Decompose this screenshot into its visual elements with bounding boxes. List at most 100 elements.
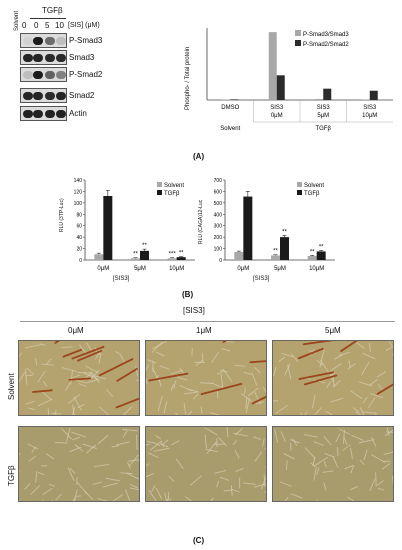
fibroblast — [187, 410, 193, 415]
significance-label: ** — [142, 243, 147, 249]
fibroblast — [330, 397, 344, 403]
category-label: 5μM — [317, 113, 329, 119]
fibroblast — [72, 436, 81, 441]
fibroblast — [333, 379, 341, 387]
fibroblast — [126, 472, 139, 480]
y-tick-label: 100 — [74, 201, 83, 207]
fibroblast — [245, 397, 248, 409]
fibroblast — [377, 487, 384, 491]
fibroblast — [391, 354, 393, 356]
fibroblast — [122, 428, 138, 432]
micrograph-tgf-1 — [145, 426, 267, 502]
fibroblast — [226, 427, 229, 437]
fibroblast — [41, 363, 54, 366]
fibroblast — [24, 368, 28, 385]
fibroblast — [220, 373, 224, 389]
blot-smad2 — [20, 88, 67, 103]
row-label-solvent: Solvent — [7, 373, 16, 400]
fibroblast — [135, 434, 138, 450]
category-label: SIS3 — [317, 105, 331, 111]
fibroblast — [30, 485, 41, 495]
fibroblast — [105, 477, 121, 482]
tgf-beta-header: TGFβ — [42, 6, 63, 15]
col-header-2: 5μM — [325, 326, 341, 335]
fibroblast — [230, 488, 240, 493]
fibroblast — [167, 491, 170, 501]
fibroblast — [386, 431, 393, 433]
fibroblast — [94, 463, 109, 467]
fibroblast — [214, 443, 226, 445]
fibroblast — [128, 459, 139, 462]
fibroblast — [347, 363, 356, 370]
fibroblast — [233, 432, 248, 437]
panel-c-label: (C) — [193, 536, 205, 545]
y-tick-label: 200 — [214, 235, 223, 241]
fibroblast — [97, 434, 109, 445]
significance-label: ** — [273, 249, 278, 255]
significance-label: ** — [310, 249, 315, 255]
band — [33, 110, 43, 118]
fibroblast — [71, 431, 87, 438]
band — [56, 92, 66, 100]
y-tick-label: 0 — [79, 258, 82, 264]
fibroblast — [166, 497, 170, 501]
micrograph-image — [273, 341, 393, 415]
fibroblast — [284, 496, 289, 501]
fibroblast — [377, 384, 384, 391]
fibroblast — [232, 439, 238, 446]
fibroblast — [155, 351, 165, 357]
fibroblast — [312, 394, 316, 409]
fibroblast — [280, 431, 286, 442]
fibroblast — [253, 483, 266, 488]
fibroblast — [97, 497, 109, 501]
fibroblast — [254, 451, 263, 462]
concentration-header: [SIS] (μM) — [68, 22, 100, 29]
bar — [280, 237, 289, 260]
lane-value-4: 10 — [55, 21, 64, 30]
fibroblast — [129, 483, 138, 489]
fibroblast — [170, 369, 183, 375]
band — [56, 110, 66, 118]
fibroblast — [173, 380, 177, 389]
fibroblast — [200, 382, 214, 384]
fibroblast — [343, 436, 348, 446]
fibroblast — [37, 398, 53, 407]
bar — [103, 196, 113, 260]
fibroblast — [210, 497, 214, 501]
fibroblast — [74, 489, 78, 501]
fibroblast — [332, 456, 339, 468]
fibroblast — [322, 470, 334, 473]
solvent-lane-label: Solvent — [14, 10, 20, 31]
marker-label: Smad2 — [69, 91, 95, 100]
fibroblast — [158, 378, 162, 387]
band — [23, 110, 33, 118]
fibroblast — [262, 438, 265, 447]
blot-p-smad3 — [20, 33, 67, 48]
fibroblast — [350, 390, 363, 400]
fibroblast — [41, 390, 52, 401]
legend-label: P-Smad2/Smad2 — [303, 42, 349, 48]
micrograph-image — [273, 427, 393, 501]
fibroblast — [391, 475, 393, 486]
fibroblast — [171, 440, 180, 446]
blot-smad3 — [20, 50, 67, 65]
fibroblast — [67, 467, 75, 482]
fibroblast — [344, 465, 354, 470]
fibroblast — [230, 485, 233, 497]
chart-a-ylabel: Phospho- / Total protein — [185, 46, 191, 110]
bar — [271, 255, 280, 260]
fibroblast — [48, 483, 56, 487]
category-label: 10μM — [362, 113, 377, 119]
fibroblast — [204, 434, 207, 449]
fibroblast — [184, 496, 193, 501]
fibroblast — [69, 446, 82, 453]
micrograph-image — [19, 341, 139, 415]
stained-fiber — [68, 377, 92, 381]
fibroblast — [264, 448, 266, 450]
significance-label: ** — [133, 252, 138, 258]
fibroblast — [316, 467, 320, 475]
band — [45, 71, 55, 79]
fibroblast — [350, 447, 353, 459]
fibroblast — [323, 482, 327, 491]
fibroblast — [310, 462, 316, 468]
